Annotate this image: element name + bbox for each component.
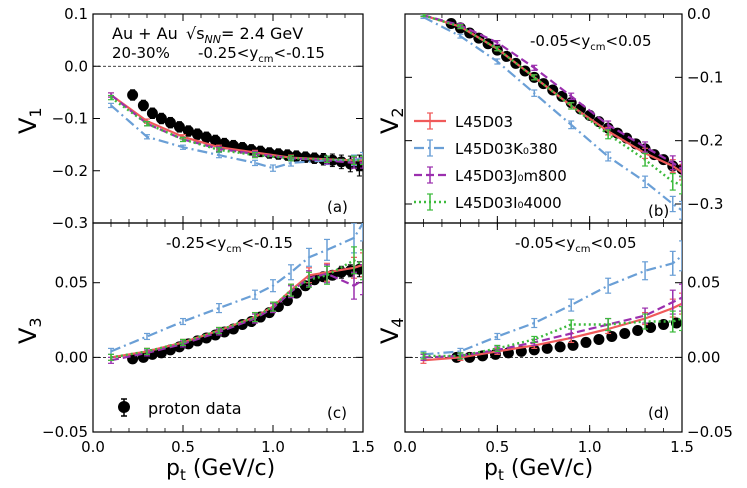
xtick-label-d: 1.0 bbox=[578, 438, 602, 456]
panel-b-content: 0.0 −0.1 −0.2 −0.3 bbox=[404, 5, 723, 223]
ytick-label-b: 0.0 bbox=[687, 5, 711, 23]
ytick-label-c: 0.00 bbox=[55, 348, 88, 366]
panel-letter-d: (d) bbox=[648, 404, 669, 422]
centrality-label: 20-30% bbox=[112, 44, 170, 62]
panel-b: 0.0 −0.1 −0.2 −0.3 bbox=[404, 5, 723, 224]
legend-label-L45D03J0m800: L45D03J₀m800 bbox=[455, 167, 567, 185]
xtick-label-d: 1.5 bbox=[670, 438, 694, 456]
panel-c: 0.0 0.5 1.0 1.5 0.05 0.00 −0.05 bbox=[42, 222, 375, 456]
data-point-d bbox=[567, 339, 579, 351]
panel-d: 0.0 0.5 1.0 1.5 0.05 0.00 −0.05 bbox=[393, 222, 733, 456]
data-point-b bbox=[556, 90, 568, 102]
ytick-label-c: −0.05 bbox=[42, 423, 88, 441]
series-line-L45D03J0m800-c bbox=[110, 272, 363, 362]
panel-a: 0.1 0.0 −0.1 −0.2 −0.3 bbox=[52, 5, 364, 232]
plot-area-b bbox=[420, 14, 682, 220]
series-line-L45D03K0380-a bbox=[110, 104, 363, 170]
data-legend: proton data bbox=[118, 398, 242, 418]
xtick-label-c: 0.0 bbox=[81, 438, 105, 456]
data-point-a bbox=[200, 131, 212, 143]
rapidity-label-b: -0.05<ycm<0.05 bbox=[530, 32, 651, 53]
series-line-L45D03K0380-d bbox=[423, 254, 682, 356]
ytick-label-a: −0.1 bbox=[52, 110, 88, 128]
rapidity-label-c: -0.25<ycm<-0.15 bbox=[166, 234, 293, 255]
ytick-label-b: −0.2 bbox=[687, 132, 723, 150]
collision-annotation: Au + Au √sNN= 2.4 GeV 20-30% bbox=[112, 24, 303, 62]
data-point-d bbox=[528, 344, 540, 356]
panel-d-content: 0.0 0.5 1.0 1.5 0.05 0.00 −0.05 bbox=[393, 223, 733, 456]
data-point-a bbox=[164, 117, 176, 129]
data-point-a bbox=[191, 128, 203, 140]
ylabel-b: V2 bbox=[376, 107, 407, 134]
data-point-a bbox=[137, 99, 149, 111]
ytick-label-a: 0.1 bbox=[64, 5, 88, 23]
data-point-a bbox=[146, 107, 158, 119]
data-point-d bbox=[593, 333, 605, 345]
xtick-label-c: 0.5 bbox=[171, 438, 195, 456]
xtick-label-c: 1.0 bbox=[261, 438, 285, 456]
data-point-d bbox=[658, 319, 670, 331]
ytick-label-c: 0.05 bbox=[55, 274, 88, 292]
legend-label-L45D03K0380: L45D03K₀380 bbox=[455, 140, 558, 158]
panel-a-content: 0.1 0.0 −0.1 −0.2 −0.3 bbox=[52, 5, 364, 232]
data-point-d bbox=[632, 324, 644, 336]
ytick-label-a: −0.3 bbox=[52, 214, 88, 232]
data-point-d bbox=[580, 336, 592, 348]
ylabel-d: V4 bbox=[376, 317, 407, 344]
ytick-label-a: −0.2 bbox=[52, 162, 88, 180]
rapidity-label-a: -0.25<ycm<-0.15 bbox=[198, 44, 325, 65]
data-legend-marker bbox=[118, 401, 130, 413]
ytick-label-a: 0.0 bbox=[64, 57, 88, 75]
data-point-d bbox=[554, 341, 566, 353]
plot-area-c bbox=[108, 223, 363, 365]
ylabel-a: V1 bbox=[14, 107, 45, 134]
ytick-label-d: 0.00 bbox=[687, 348, 720, 366]
system-label: Au + Au bbox=[112, 24, 178, 43]
plot-area-d bbox=[420, 240, 682, 364]
panel-c-content: 0.0 0.5 1.0 1.5 0.05 0.00 −0.05 bbox=[42, 223, 375, 456]
data-legend-label: proton data bbox=[148, 399, 242, 418]
legend-label-L45D03I04000: L45D03I₀4000 bbox=[455, 194, 562, 212]
panel-letter-a: (a) bbox=[327, 198, 348, 216]
xtick-label-d: 0.5 bbox=[485, 438, 509, 456]
data-point-a bbox=[173, 121, 185, 133]
data-point-a bbox=[127, 89, 139, 101]
ytick-label-d: 0.05 bbox=[687, 274, 720, 292]
panel-letter-b: (b) bbox=[648, 202, 669, 220]
xlabel-c: pt (GeV/c) bbox=[166, 456, 275, 484]
data-point-a bbox=[209, 134, 221, 146]
series-line-L45D03I04000-b bbox=[423, 14, 682, 187]
ytick-label-b: −0.1 bbox=[687, 68, 723, 86]
xtick-label-d: 0.0 bbox=[393, 438, 417, 456]
panel-c-frame bbox=[92, 222, 364, 433]
rapidity-label-d: -0.05<ycm<0.05 bbox=[515, 234, 636, 255]
legend-label-L45D03: L45D03 bbox=[455, 113, 513, 131]
data-point-a bbox=[182, 125, 194, 137]
energy-sqrt-label: √sNN= 2.4 GeV bbox=[186, 24, 303, 46]
ytick-label-b: −0.3 bbox=[687, 195, 723, 213]
data-point-d bbox=[541, 342, 553, 354]
ylabel-c: V3 bbox=[14, 317, 45, 344]
data-point-a bbox=[155, 113, 167, 124]
model-legend: L45D03 L45D03K₀380 L45D03J₀m800 L45D03I₀400… bbox=[414, 112, 567, 212]
ytick-label-d: −0.05 bbox=[687, 423, 733, 441]
plot-area-a bbox=[108, 89, 363, 177]
data-point-d bbox=[619, 327, 631, 339]
panel-letter-c: (c) bbox=[327, 404, 347, 422]
data-point-d bbox=[645, 322, 657, 333]
xlabel-d: pt (GeV/c) bbox=[484, 456, 593, 484]
xtick-label-c: 1.5 bbox=[351, 438, 375, 456]
